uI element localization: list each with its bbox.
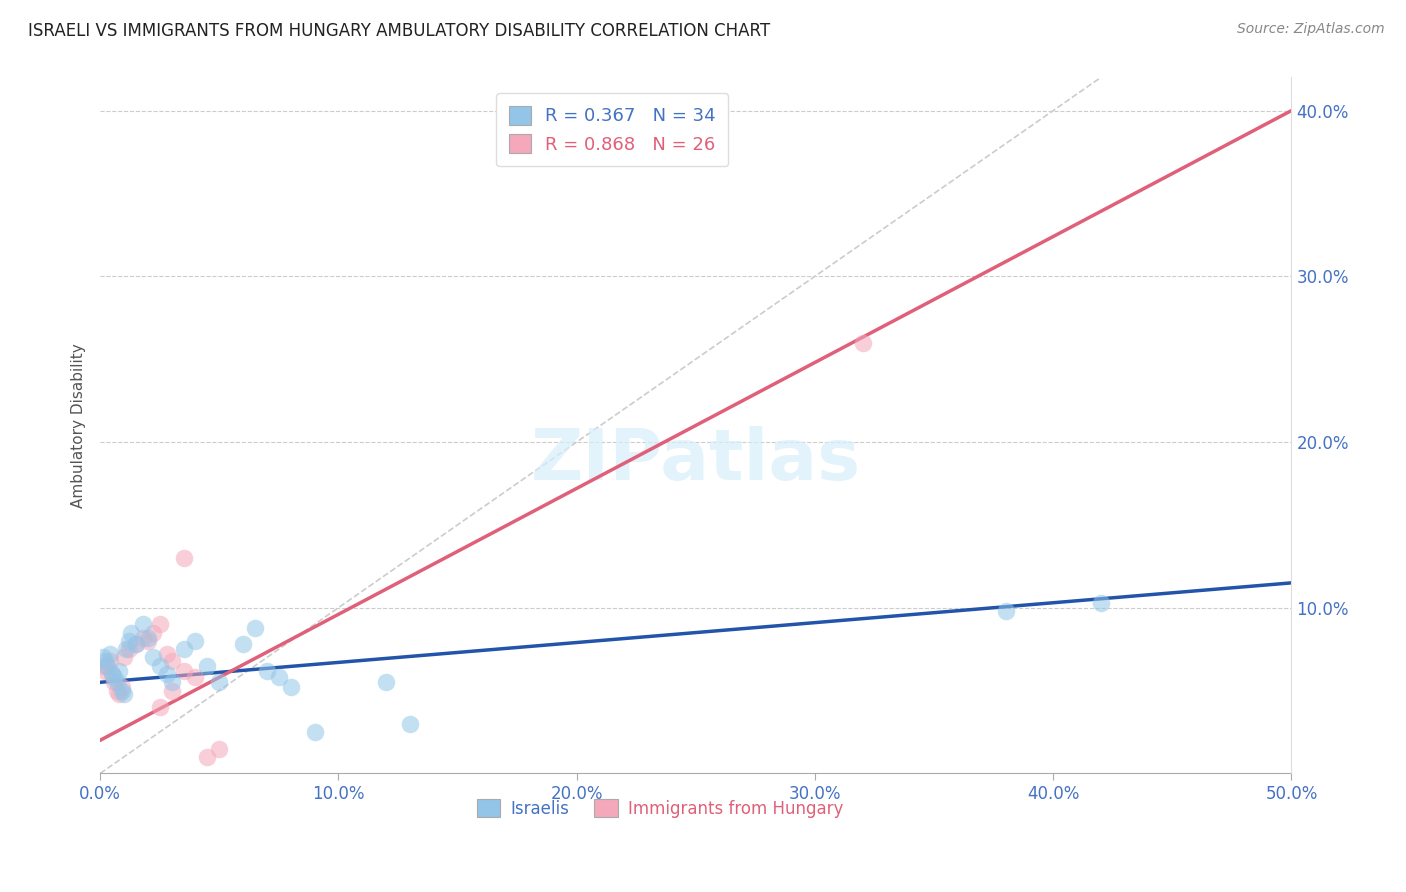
- Point: [103, 670, 125, 684]
- Point: [125, 637, 148, 651]
- Point: [160, 675, 183, 690]
- Point: [149, 658, 172, 673]
- Point: [267, 670, 290, 684]
- Point: [125, 637, 148, 651]
- Point: [173, 642, 195, 657]
- Point: [851, 335, 873, 350]
- Point: [184, 633, 207, 648]
- Point: [173, 664, 195, 678]
- Legend: Israelis, Immigrants from Hungary: Israelis, Immigrants from Hungary: [471, 793, 849, 824]
- Point: [256, 664, 278, 678]
- Point: [103, 675, 125, 690]
- Point: [208, 675, 231, 690]
- Y-axis label: Ambulatory Disability: Ambulatory Disability: [72, 343, 86, 508]
- Point: [101, 667, 124, 681]
- Point: [110, 683, 132, 698]
- Point: [91, 650, 114, 665]
- Point: [141, 650, 163, 665]
- Point: [184, 670, 207, 684]
- Point: [149, 617, 172, 632]
- Point: [91, 658, 114, 673]
- Point: [280, 680, 302, 694]
- Point: [98, 654, 121, 668]
- Text: Source: ZipAtlas.com: Source: ZipAtlas.com: [1237, 22, 1385, 37]
- Point: [101, 667, 124, 681]
- Point: [132, 631, 155, 645]
- Point: [1090, 596, 1112, 610]
- Point: [105, 675, 128, 690]
- Point: [136, 633, 159, 648]
- Point: [112, 650, 135, 665]
- Point: [120, 625, 142, 640]
- Point: [304, 725, 326, 739]
- Point: [94, 654, 117, 668]
- Point: [96, 658, 118, 673]
- Point: [94, 664, 117, 678]
- Point: [375, 675, 398, 690]
- Point: [243, 621, 266, 635]
- Point: [108, 664, 131, 678]
- Point: [98, 647, 121, 661]
- Point: [118, 633, 141, 648]
- Text: ZIPatlas: ZIPatlas: [530, 425, 860, 495]
- Point: [160, 683, 183, 698]
- Point: [399, 716, 422, 731]
- Point: [156, 647, 179, 661]
- Point: [105, 683, 128, 698]
- Point: [149, 700, 172, 714]
- Point: [115, 642, 138, 657]
- Point: [156, 667, 179, 681]
- Point: [110, 680, 132, 694]
- Point: [112, 687, 135, 701]
- Text: ISRAELI VS IMMIGRANTS FROM HUNGARY AMBULATORY DISABILITY CORRELATION CHART: ISRAELI VS IMMIGRANTS FROM HUNGARY AMBUL…: [28, 22, 770, 40]
- Point: [141, 625, 163, 640]
- Point: [173, 551, 195, 566]
- Point: [232, 637, 254, 651]
- Point: [160, 654, 183, 668]
- Point: [108, 687, 131, 701]
- Point: [195, 658, 218, 673]
- Point: [208, 741, 231, 756]
- Point: [136, 631, 159, 645]
- Point: [96, 658, 118, 673]
- Point: [118, 642, 141, 657]
- Point: [195, 749, 218, 764]
- Point: [994, 604, 1017, 618]
- Point: [132, 617, 155, 632]
